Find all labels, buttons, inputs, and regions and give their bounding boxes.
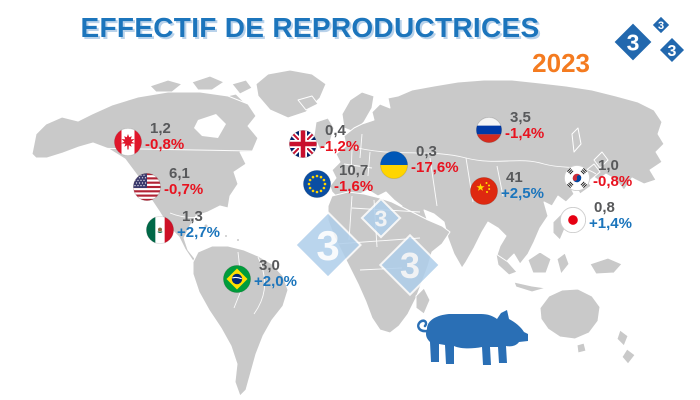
watermark-digit: 3 xyxy=(316,222,339,269)
china-value: 41 xyxy=(506,169,523,186)
annotation-brazil: 3,0 +2,0% xyxy=(223,258,297,293)
ukraine-flag-icon xyxy=(380,151,408,179)
usa-flag-icon xyxy=(133,173,161,201)
logo-333: 3 3 3 xyxy=(614,14,687,65)
uk-flag-icon xyxy=(289,130,317,158)
eu-value: 10,7 xyxy=(339,162,369,179)
watermark-333-logo: 3 3 3 xyxy=(294,197,442,297)
russia-value: 3,5 xyxy=(510,109,531,126)
south-korea-value: 1,0 xyxy=(598,157,619,174)
annotation-china: 41 +2,5% xyxy=(470,170,544,205)
pig-icon xyxy=(417,310,528,365)
ukraine-change: -17,6% xyxy=(411,159,459,176)
annotation-japan: 0,8 +1,4% xyxy=(560,200,632,233)
annotation-mexico: 1,3 +2,7% xyxy=(146,209,220,244)
infographic-title: EFFECTIF DE REPRODUCTRICES xyxy=(80,12,540,43)
annotation-ukraine: 0,3 -17,6% xyxy=(380,144,459,179)
mexico-flag-icon xyxy=(146,216,174,244)
canada-change: -0,8% xyxy=(145,136,185,153)
watermark-digit: 3 xyxy=(375,205,388,231)
mexico-change: +2,7% xyxy=(177,224,220,241)
logo-digit: 3 xyxy=(668,43,677,60)
japan-change: +1,4% xyxy=(589,215,632,232)
annotation-uk: 0,4 -1,2% xyxy=(289,123,360,158)
south-korea-flag-icon xyxy=(564,165,590,191)
eu-flag-icon xyxy=(303,170,331,198)
year-label: 2023 xyxy=(532,48,590,78)
south-korea-change: -0,8% xyxy=(593,173,633,190)
china-change: +2,5% xyxy=(501,185,544,202)
annotation-usa: 6,1 -0,7% xyxy=(133,166,204,201)
canada-value: 1,2 xyxy=(150,120,171,137)
usa-value: 6,1 xyxy=(169,165,190,182)
watermark-digit: 3 xyxy=(400,245,420,286)
russia-flag-icon xyxy=(476,117,502,143)
japan-value: 0,8 xyxy=(594,199,615,216)
eu-change: -1,6% xyxy=(334,178,374,195)
china-flag-icon xyxy=(470,177,498,205)
russia-change: -1,4% xyxy=(505,125,545,142)
annotation-russia: 3,5 -1,4% xyxy=(476,110,545,143)
usa-change: -0,7% xyxy=(164,181,204,198)
japan-flag-icon xyxy=(560,207,586,233)
uk-value: 0,4 xyxy=(325,122,346,139)
logo-digit: 3 xyxy=(627,29,640,55)
annotation-south-korea: 1,0 -0,8% xyxy=(564,158,633,191)
annotation-eu: 10,7 -1,6% xyxy=(303,163,374,198)
ukraine-value: 0,3 xyxy=(416,143,437,160)
annotation-canada: 1,2 -0,8% xyxy=(114,121,185,156)
brazil-change: +2,0% xyxy=(254,273,297,290)
mexico-value: 1,3 xyxy=(182,208,203,225)
uk-change: -1,2% xyxy=(320,138,360,155)
brazil-value: 3,0 xyxy=(259,257,280,274)
canada-flag-icon xyxy=(114,128,142,156)
brazil-flag-icon xyxy=(223,265,251,293)
logo-digit: 3 xyxy=(658,20,664,32)
